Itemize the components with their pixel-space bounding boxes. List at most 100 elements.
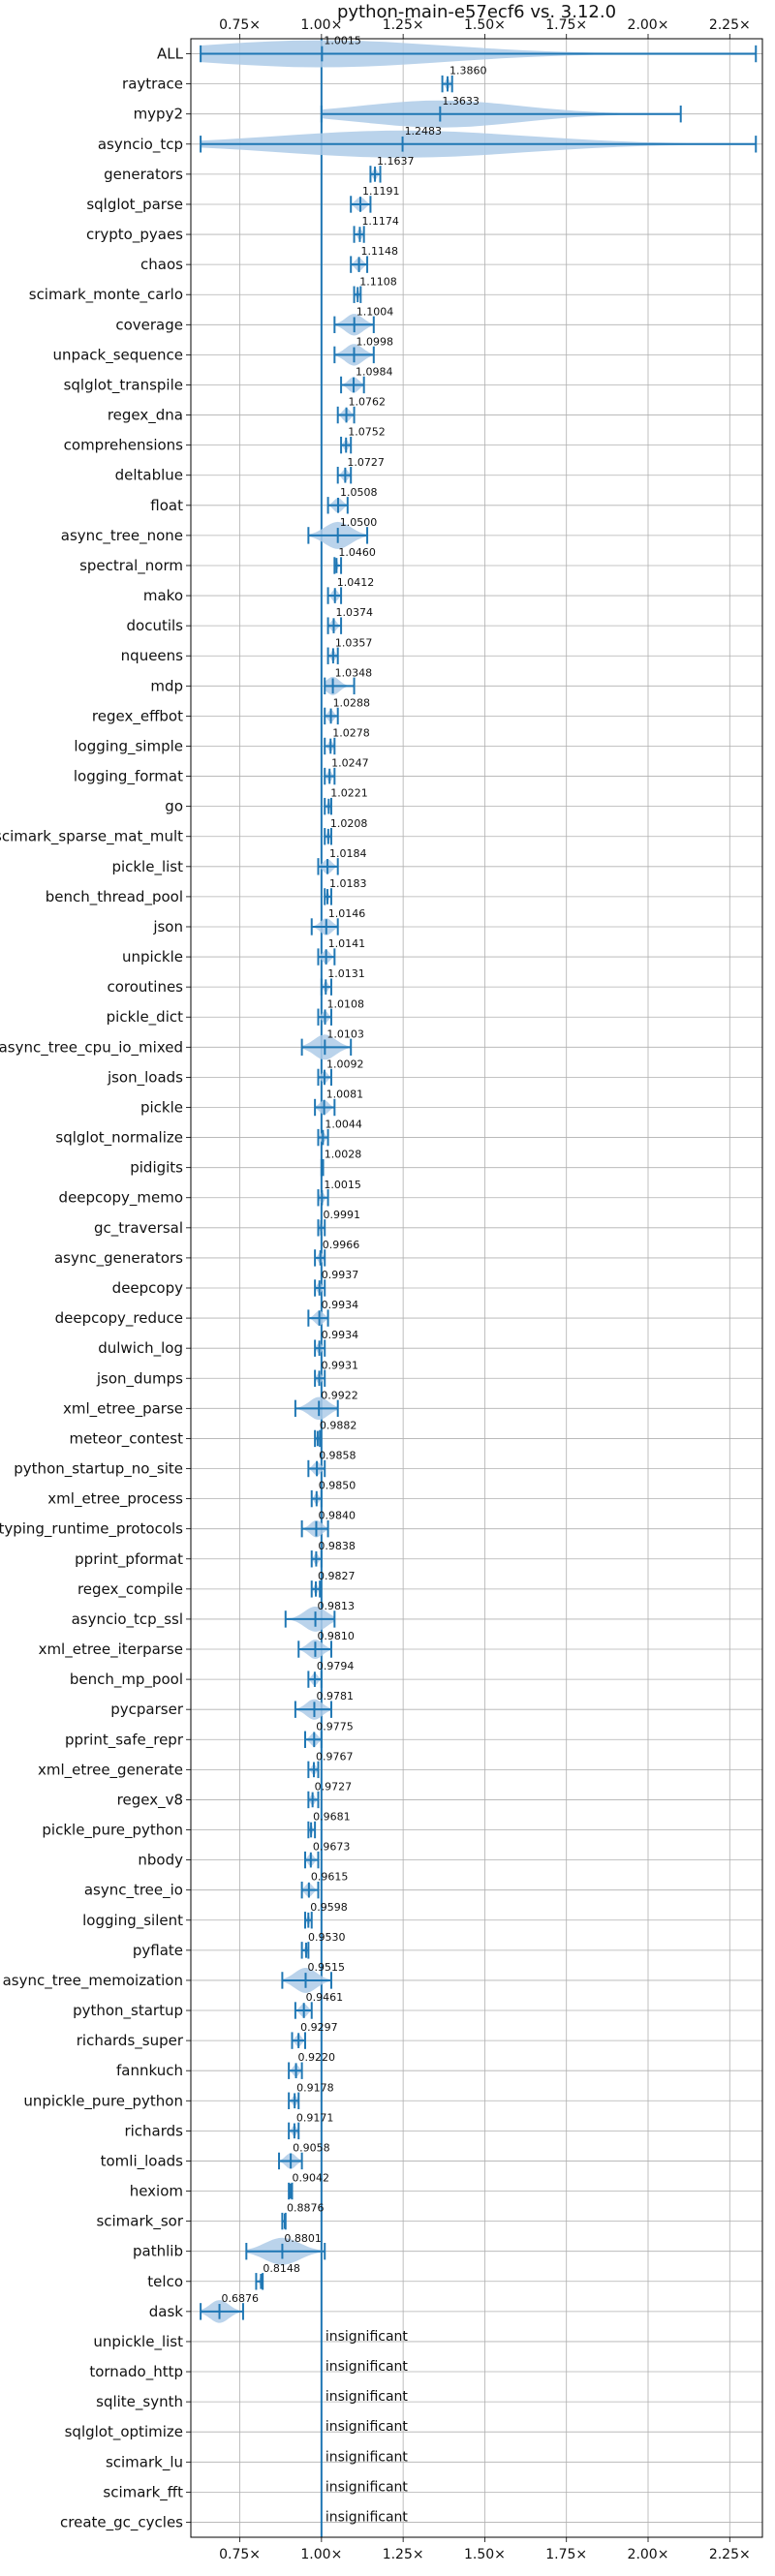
value-label: 1.0460 xyxy=(338,546,376,559)
value-label: 0.8876 xyxy=(287,2202,325,2215)
y-tick-label: go xyxy=(165,798,183,815)
value-label: 1.1174 xyxy=(361,215,399,228)
plot-frame xyxy=(190,38,763,2538)
value-label: 1.0998 xyxy=(356,335,394,348)
y-tick-label: telco xyxy=(147,2273,183,2290)
value-label: 0.9598 xyxy=(310,1901,348,1914)
value-label: 0.9171 xyxy=(296,2111,334,2124)
y-tick-label: regex_dna xyxy=(108,407,183,425)
value-label: 1.0183 xyxy=(329,877,367,890)
value-label: 1.3633 xyxy=(442,95,480,107)
value-label: 1.0131 xyxy=(327,967,365,980)
y-tick-label: async_tree_io xyxy=(84,1882,183,1900)
y-tick-label: unpickle_list xyxy=(93,2333,183,2351)
marks-layer xyxy=(200,39,758,2537)
insignificant-label: insignificant xyxy=(326,2359,409,2375)
value-label: 0.9838 xyxy=(318,1540,356,1552)
y-tick-label: sqlglot_transpile xyxy=(64,376,183,394)
y-tick-label: bench_thread_pool xyxy=(46,888,183,906)
y-tick-label: scimark_sor xyxy=(96,2213,183,2231)
y-tick-label: unpack_sequence xyxy=(53,346,183,364)
y-tick-label: unpickle xyxy=(122,948,183,966)
y-tick-label: pickle_list xyxy=(111,858,183,876)
y-tick-label: richards_super xyxy=(77,2032,184,2050)
value-label: 0.9858 xyxy=(319,1450,356,1462)
value-label: 0.9794 xyxy=(317,1660,355,1672)
y-tick-label: pickle_dict xyxy=(107,1008,183,1027)
y-tick-label: coroutines xyxy=(107,978,183,996)
value-label: 0.9931 xyxy=(322,1359,359,1371)
value-label: 0.9615 xyxy=(311,1871,349,1884)
value-label: 1.0146 xyxy=(328,907,366,920)
y-tick-label: nbody xyxy=(138,1852,183,1869)
value-label: 1.0412 xyxy=(337,576,375,589)
y-tick-label: pprint_safe_repr xyxy=(65,1731,184,1749)
value-label: 0.9461 xyxy=(306,1991,344,2004)
y-tick-label: pickle xyxy=(140,1098,183,1116)
value-label: 1.0288 xyxy=(333,696,371,709)
value-label: 0.9810 xyxy=(317,1630,355,1642)
y-tick-label: sqlite_synth xyxy=(96,2393,183,2411)
insignificant-label: insignificant xyxy=(326,2449,409,2465)
value-label: 0.9937 xyxy=(322,1269,359,1281)
value-label: 1.1191 xyxy=(362,185,400,198)
x-tick-label-top: 0.75× xyxy=(219,17,261,33)
value-label: 0.9882 xyxy=(320,1419,357,1431)
x-tick-label-bottom: 1.50× xyxy=(464,2547,506,2562)
y-tick-label: pathlib xyxy=(133,2243,183,2260)
value-label: 0.9220 xyxy=(298,2051,336,2064)
insignificant-label: insignificant xyxy=(326,2419,409,2435)
x-tick-label-bottom: 2.25× xyxy=(709,2547,751,2562)
value-label: 0.9991 xyxy=(324,1209,361,1221)
labels-layer: ALL 1.0015 raytrace 1.3860 mypy2 1.3633 asynci… xyxy=(0,35,486,2532)
y-tick-label: raytrace xyxy=(122,76,183,93)
value-label: 0.9297 xyxy=(300,2021,338,2034)
value-label: 0.8801 xyxy=(284,2232,322,2245)
value-label: 1.0278 xyxy=(332,727,370,740)
value-label: 0.9530 xyxy=(308,1931,346,1944)
x-tick-label-top: 1.50× xyxy=(464,17,506,33)
y-tick-label: sqlglot_normalize xyxy=(55,1129,183,1148)
y-tick-label: sqlglot_optimize xyxy=(65,2423,183,2441)
x-tick-label-bottom: 2.00× xyxy=(628,2547,669,2562)
y-tick-label: spectral_norm xyxy=(79,557,183,575)
value-label: 1.0092 xyxy=(326,1058,364,1070)
y-tick-label: mypy2 xyxy=(134,106,183,123)
y-tick-label: async_tree_none xyxy=(61,527,183,545)
y-tick-label: fannkuch xyxy=(116,2062,183,2079)
y-tick-label: asyncio_tcp_ssl xyxy=(72,1610,183,1629)
y-tick-label: deepcopy xyxy=(112,1279,183,1297)
y-tick-label: generators xyxy=(104,166,183,183)
x-tick-label-bottom: 1.00× xyxy=(300,2547,342,2562)
y-tick-label: comprehensions xyxy=(64,437,184,454)
y-tick-label: python_startup_no_site xyxy=(14,1460,183,1479)
value-label: 1.0752 xyxy=(348,426,386,439)
value-label: 0.9058 xyxy=(293,2141,330,2154)
value-label: 1.0208 xyxy=(330,817,368,830)
y-tick-label: richards xyxy=(124,2122,183,2139)
y-tick-label: crypto_pyaes xyxy=(86,226,183,244)
value-label: 1.0081 xyxy=(326,1089,364,1101)
y-tick-label: async_tree_memoization xyxy=(3,1972,183,1990)
value-label: 1.1004 xyxy=(356,305,394,318)
value-label: 1.0727 xyxy=(347,456,385,469)
value-label: 1.0508 xyxy=(340,486,378,499)
x-tick-label-bottom: 0.75× xyxy=(219,2547,261,2562)
y-tick-label: regex_compile xyxy=(78,1580,183,1599)
value-label: 0.9042 xyxy=(293,2172,330,2185)
value-label: 1.1108 xyxy=(359,275,397,288)
x-tick-label-top: 2.00× xyxy=(628,17,669,33)
y-tick-label: mako xyxy=(143,587,183,604)
value-label: 1.0015 xyxy=(324,1179,361,1191)
y-tick-label: float xyxy=(150,497,183,514)
y-tick-label: hexiom xyxy=(130,2183,183,2200)
y-tick-label: xml_etree_process xyxy=(47,1490,183,1509)
value-label: 0.9781 xyxy=(316,1690,354,1702)
y-tick-label: logging_format xyxy=(74,768,183,786)
value-label: 1.0348 xyxy=(335,666,373,679)
value-label: 0.8148 xyxy=(263,2262,300,2275)
y-tick-label: coverage xyxy=(115,316,183,333)
y-tick-label: async_generators xyxy=(54,1249,183,1268)
x-tick-label-top: 1.25× xyxy=(383,17,424,33)
y-tick-label: tornado_http xyxy=(89,2363,183,2381)
